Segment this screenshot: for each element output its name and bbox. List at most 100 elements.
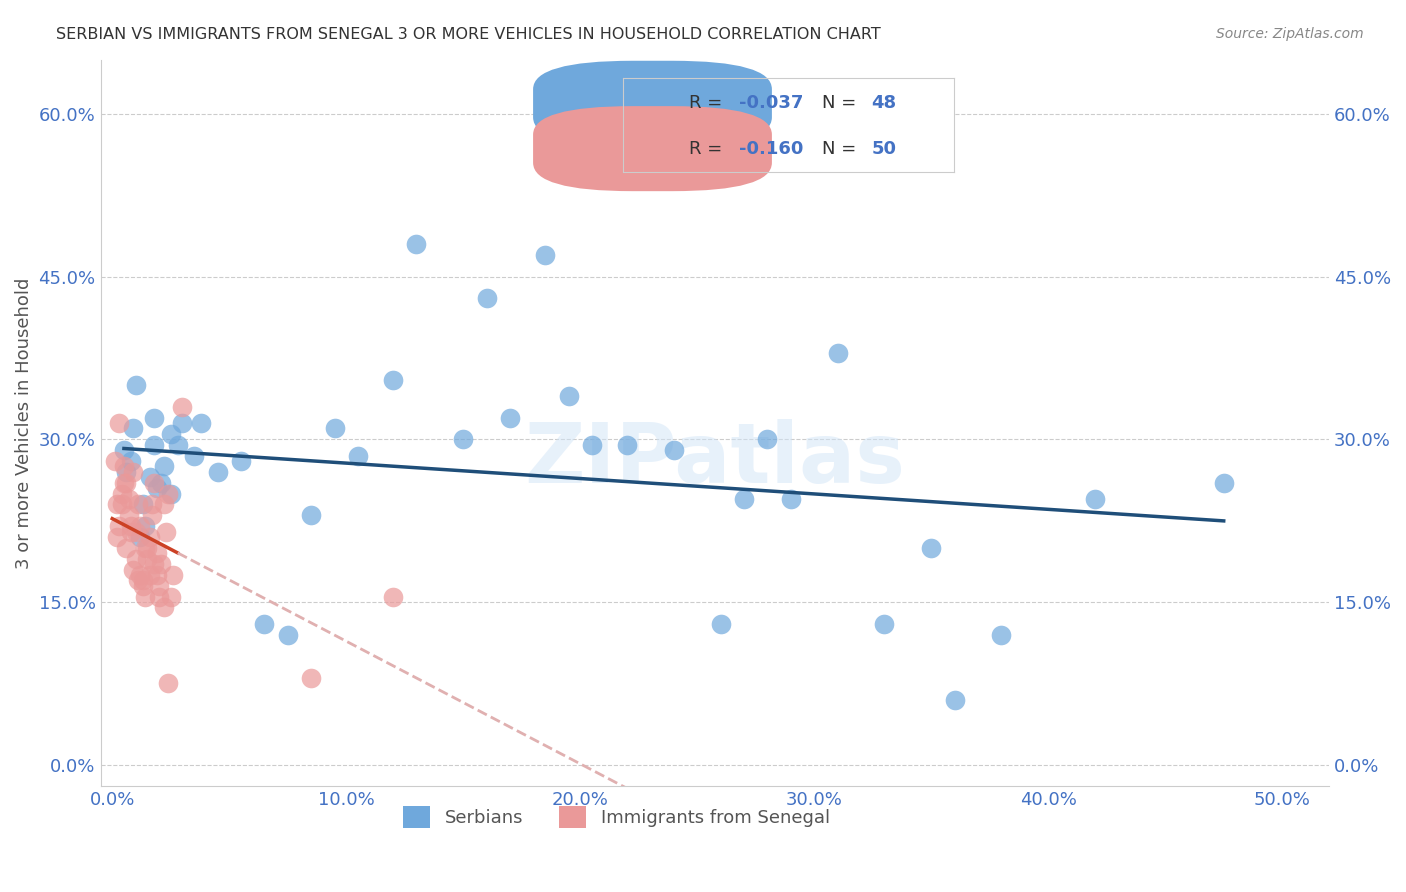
Point [141, 497, 163, 511]
Point [710, 616, 733, 631]
Point [105, 497, 128, 511]
Point [1084, 491, 1107, 506]
Point [148, 590, 170, 604]
Point [131, 497, 153, 511]
Point [138, 568, 160, 582]
Point [183, 449, 205, 463]
Point [323, 421, 346, 435]
Point [103, 454, 125, 468]
Point [733, 491, 755, 506]
Point [152, 497, 174, 511]
Point [117, 508, 139, 523]
Point [127, 497, 149, 511]
Point [131, 579, 153, 593]
Point [112, 459, 135, 474]
Point [127, 574, 149, 588]
Point [145, 546, 167, 560]
Point [943, 692, 966, 706]
Point [534, 248, 557, 262]
Point [557, 389, 579, 403]
Point [129, 530, 152, 544]
Point [162, 568, 184, 582]
Point [110, 486, 132, 500]
Point [159, 486, 181, 500]
Point [150, 557, 173, 571]
Point [253, 616, 276, 631]
Point [475, 291, 498, 305]
Point [616, 438, 638, 452]
Point [166, 438, 188, 452]
Point [143, 475, 166, 490]
Point [159, 590, 181, 604]
Point [134, 519, 156, 533]
Point [229, 454, 252, 468]
Point [112, 475, 135, 490]
Point [117, 491, 139, 506]
Point [662, 443, 685, 458]
Point [277, 627, 299, 641]
Point [148, 579, 170, 593]
Point [152, 459, 174, 474]
Point [115, 475, 138, 490]
Point [299, 508, 322, 523]
Point [108, 416, 131, 430]
Text: ZIPatlas: ZIPatlas [524, 419, 905, 500]
Point [108, 519, 131, 533]
Point [347, 449, 370, 463]
Point [779, 491, 801, 506]
Point [124, 524, 146, 539]
Point [138, 530, 160, 544]
Point [152, 600, 174, 615]
Point [581, 438, 603, 452]
Y-axis label: 3 or more Vehicles in Household: 3 or more Vehicles in Household [15, 277, 32, 569]
Point [115, 465, 138, 479]
Point [129, 519, 152, 533]
Point [110, 497, 132, 511]
Point [299, 671, 322, 685]
Point [150, 475, 173, 490]
Point [1212, 475, 1234, 490]
Point [120, 524, 142, 539]
Point [145, 481, 167, 495]
Point [141, 508, 163, 523]
Point [756, 433, 779, 447]
Point [136, 541, 159, 555]
Text: Source: ZipAtlas.com: Source: ZipAtlas.com [1216, 27, 1364, 41]
Point [138, 470, 160, 484]
Point [155, 524, 177, 539]
Point [172, 416, 194, 430]
Point [990, 627, 1012, 641]
Point [131, 574, 153, 588]
Point [120, 454, 142, 468]
Point [157, 486, 180, 500]
Point [145, 568, 167, 582]
Point [129, 568, 152, 582]
Point [134, 541, 156, 555]
Point [122, 562, 145, 576]
Point [827, 345, 849, 359]
Point [120, 519, 142, 533]
Point [159, 426, 181, 441]
Point [134, 590, 156, 604]
Point [382, 590, 405, 604]
Point [873, 616, 896, 631]
Text: SERBIAN VS IMMIGRANTS FROM SENEGAL 3 OR MORE VEHICLES IN HOUSEHOLD CORRELATION C: SERBIAN VS IMMIGRANTS FROM SENEGAL 3 OR … [56, 27, 882, 42]
Legend: Serbians, Immigrants from Senegal: Serbians, Immigrants from Senegal [396, 799, 837, 836]
Point [190, 416, 212, 430]
Point [122, 465, 145, 479]
Point [382, 373, 405, 387]
Point [157, 676, 180, 690]
Point [143, 438, 166, 452]
Point [124, 378, 146, 392]
Point [143, 557, 166, 571]
Point [112, 443, 135, 458]
Point [122, 421, 145, 435]
Point [451, 433, 474, 447]
Point [105, 530, 128, 544]
Point [499, 410, 522, 425]
Point [136, 551, 159, 566]
Point [143, 410, 166, 425]
Point [115, 541, 138, 555]
Point [172, 400, 194, 414]
Point [124, 551, 146, 566]
